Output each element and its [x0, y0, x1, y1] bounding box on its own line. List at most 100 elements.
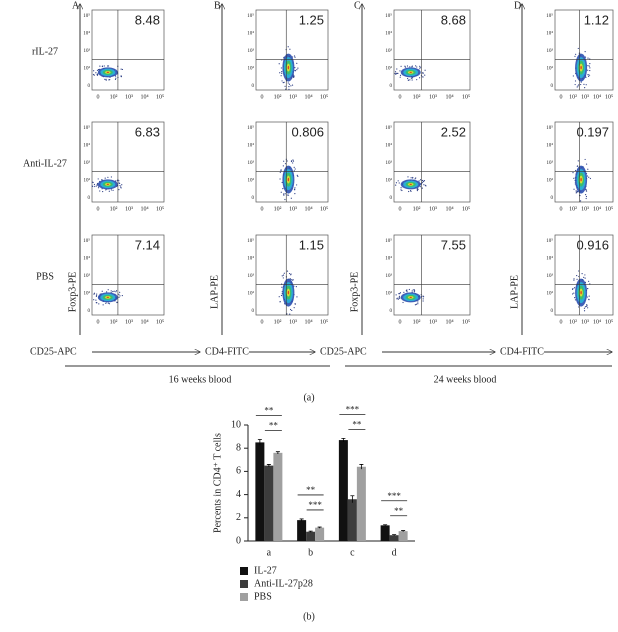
event-dot	[421, 187, 423, 189]
event-dot	[294, 303, 296, 305]
event-dot	[585, 190, 588, 192]
event-dot	[108, 303, 111, 305]
event-dot	[279, 178, 281, 180]
panel-letter: B	[214, 0, 221, 11]
x-tick-label: 10⁴	[445, 206, 453, 212]
event-dot	[288, 272, 291, 275]
y-tick-label: 0	[390, 84, 393, 89]
event-dot	[577, 85, 579, 87]
event-dot	[573, 292, 575, 294]
x-tick-label: 10⁵	[320, 94, 328, 100]
event-dot	[109, 79, 111, 81]
event-dot	[280, 67, 282, 69]
event-dot	[294, 168, 296, 170]
event-dot	[292, 160, 295, 162]
event-dot	[397, 180, 399, 182]
event-dot	[395, 184, 397, 186]
error-bar	[392, 534, 397, 536]
event-dot	[400, 187, 402, 189]
x-tick-label: 10²	[110, 206, 118, 212]
y-tick-label: 0	[88, 309, 91, 314]
density-level	[580, 177, 582, 182]
y-tick-label: 10⁴	[247, 256, 254, 262]
event-dot	[101, 65, 104, 67]
event-dot	[410, 190, 412, 192]
legend-swatch	[240, 567, 248, 575]
event-dot	[283, 272, 285, 274]
event-dot	[419, 179, 422, 181]
event-dot	[290, 274, 292, 276]
quadrant-percent: 2.52	[441, 124, 466, 139]
event-dot	[283, 194, 285, 196]
x-tick-label: 0	[560, 319, 563, 325]
event-dot	[110, 176, 112, 178]
event-dot	[114, 75, 117, 77]
quadrant-percent: 8.48	[135, 12, 160, 27]
x-tick-label: 10⁴	[304, 94, 312, 100]
event-dot	[104, 177, 106, 179]
error-bar	[266, 464, 271, 467]
panel-letter: C	[354, 0, 361, 11]
event-dot	[396, 297, 398, 299]
x-tick-label: 10⁵	[156, 206, 164, 212]
event-dot	[585, 84, 587, 86]
event-dot	[583, 307, 586, 309]
x-tick-label: a	[267, 547, 272, 558]
event-dot	[102, 304, 104, 306]
y-tick-label: 10	[231, 419, 241, 430]
quadrant-percent: 8.68	[441, 12, 466, 27]
x-tick-label: 0	[399, 206, 402, 212]
x-tick-label: 10³	[125, 319, 133, 325]
event-dot	[397, 72, 399, 74]
legend-label: Anti-IL-27p28	[254, 578, 313, 589]
error-bar	[401, 530, 406, 532]
event-dot	[296, 296, 298, 298]
event-dot	[107, 65, 110, 67]
plot-frame	[554, 121, 614, 203]
event-dot	[424, 184, 427, 186]
panel-letter: A	[72, 0, 80, 11]
density-blob	[394, 65, 426, 81]
event-dot	[284, 198, 286, 201]
event-dot	[282, 274, 285, 276]
event-dot	[413, 289, 415, 291]
event-dot	[281, 286, 283, 288]
event-dot	[288, 88, 290, 90]
legend-swatch	[240, 580, 248, 588]
x-tick-label: 10⁴	[445, 319, 453, 325]
event-dot	[573, 278, 575, 280]
event-dot	[577, 160, 579, 162]
event-dot	[417, 303, 419, 305]
event-dot	[121, 184, 123, 186]
row-label: PBS	[36, 271, 54, 282]
x-axis-label: CD25-APC	[320, 346, 367, 357]
event-dot	[93, 299, 95, 301]
x-tick-label: 0	[97, 206, 100, 212]
event-dot	[281, 181, 283, 184]
y-tick-label: 10³	[386, 273, 393, 279]
quadrant-percent: 1.12	[584, 12, 609, 27]
event-dot	[289, 308, 292, 311]
y-tick-label: 10⁴	[385, 256, 392, 262]
event-dot	[278, 296, 280, 298]
y-tick-label: 10⁵	[83, 125, 90, 131]
event-dot	[586, 305, 588, 307]
event-dot	[587, 168, 589, 170]
event-dot	[417, 188, 419, 191]
x-tick-label: 10⁵	[462, 206, 470, 212]
y-tick-label: 10³	[547, 160, 554, 166]
x-tick-label: 10⁴	[304, 206, 312, 212]
x-tick-label: 10⁴	[593, 319, 601, 325]
x-tick-label: 0	[261, 94, 264, 100]
density-level	[409, 296, 412, 298]
event-dot	[121, 294, 123, 297]
density-level	[580, 290, 582, 295]
density-blob	[91, 176, 123, 193]
group-label: 16 weeks blood	[169, 374, 232, 385]
event-dot	[588, 176, 590, 178]
event-dot	[398, 296, 400, 299]
event-dot	[398, 293, 400, 295]
x-tick-label: 10⁴	[140, 94, 148, 100]
event-dot	[399, 76, 401, 78]
